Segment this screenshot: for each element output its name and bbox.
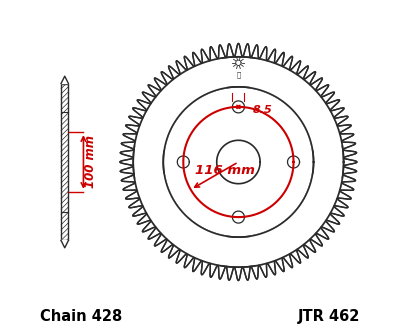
Polygon shape	[135, 58, 226, 150]
Text: ⌶: ⌶	[236, 71, 240, 78]
Polygon shape	[135, 174, 226, 266]
Polygon shape	[120, 43, 357, 281]
Text: 116 mm: 116 mm	[195, 164, 255, 177]
Polygon shape	[120, 43, 357, 281]
Polygon shape	[232, 101, 244, 113]
Polygon shape	[61, 76, 68, 84]
Polygon shape	[217, 140, 260, 184]
Polygon shape	[288, 156, 300, 168]
Polygon shape	[61, 240, 68, 248]
Text: JTR 462: JTR 462	[298, 309, 360, 324]
Polygon shape	[251, 58, 342, 150]
Polygon shape	[251, 174, 342, 266]
Text: 100 mm: 100 mm	[84, 136, 97, 188]
Polygon shape	[232, 211, 244, 223]
Text: Chain 428: Chain 428	[40, 309, 122, 324]
Text: 8.5: 8.5	[253, 105, 272, 115]
Polygon shape	[61, 84, 68, 240]
Polygon shape	[177, 156, 189, 168]
